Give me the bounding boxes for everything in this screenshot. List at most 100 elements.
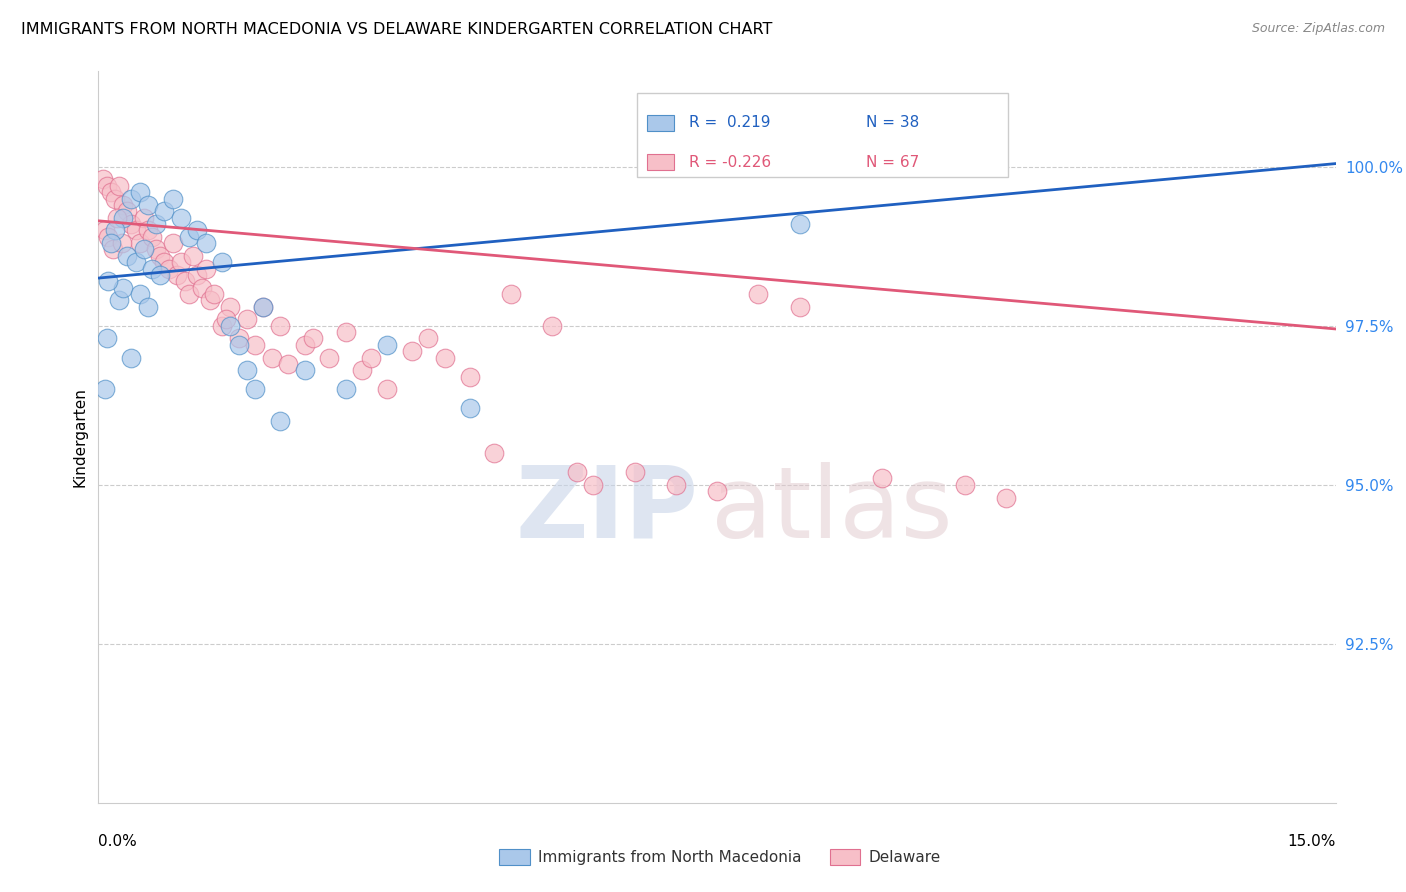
Point <box>186 268 208 282</box>
Point <box>170 255 193 269</box>
Point <box>136 300 159 314</box>
Text: 15.0%: 15.0% <box>1288 834 1336 849</box>
Point <box>128 236 150 251</box>
Point <box>97 229 120 244</box>
Point <box>166 268 188 282</box>
Point <box>94 383 117 397</box>
Point <box>145 217 167 231</box>
Point <box>789 217 811 231</box>
Bar <box>647 154 673 170</box>
Text: Immigrants from North Macedonia: Immigrants from North Macedonia <box>538 850 801 864</box>
Point <box>162 192 184 206</box>
Point <box>994 491 1017 505</box>
Text: R = -0.226: R = -0.226 <box>689 155 770 169</box>
Point <box>91 172 114 186</box>
Point <box>124 255 146 269</box>
Y-axis label: Kindergarten: Kindergarten <box>72 387 87 487</box>
Point <box>360 351 382 365</box>
Point <box>190 280 212 294</box>
Point <box>541 318 564 333</box>
Point <box>194 261 217 276</box>
Point <box>202 287 225 301</box>
Point <box>179 287 201 301</box>
Point <box>260 351 283 365</box>
Point <box>162 236 184 251</box>
Point <box>228 338 250 352</box>
Point <box>318 351 340 365</box>
Point <box>112 211 135 225</box>
Point <box>219 318 242 333</box>
Point <box>103 243 125 257</box>
Point <box>104 192 127 206</box>
Point <box>120 351 142 365</box>
Point <box>128 287 150 301</box>
FancyBboxPatch shape <box>637 94 1008 178</box>
Point <box>277 357 299 371</box>
Point <box>136 223 159 237</box>
Point <box>243 383 266 397</box>
Point <box>236 312 259 326</box>
Point <box>132 243 155 257</box>
Point <box>484 446 506 460</box>
Point <box>96 178 118 193</box>
Point <box>582 477 605 491</box>
Point <box>269 318 291 333</box>
Point <box>236 363 259 377</box>
Point <box>198 293 221 308</box>
Point <box>108 178 131 193</box>
Point <box>219 300 242 314</box>
Point <box>108 293 131 308</box>
Point <box>136 198 159 212</box>
Point <box>112 198 135 212</box>
Point <box>141 261 163 276</box>
Text: Delaware: Delaware <box>869 850 941 864</box>
Point <box>141 229 163 244</box>
Point <box>132 211 155 225</box>
Point <box>179 229 201 244</box>
Point <box>252 300 274 314</box>
Point <box>401 344 423 359</box>
Point <box>120 217 142 231</box>
Point <box>252 300 274 314</box>
Point <box>153 204 176 219</box>
Text: ZIP: ZIP <box>516 462 699 558</box>
Point <box>112 280 135 294</box>
Point <box>870 471 893 485</box>
Point <box>145 243 167 257</box>
Point <box>157 261 180 276</box>
Point <box>335 325 357 339</box>
Point <box>375 383 398 397</box>
Point <box>352 363 374 377</box>
Point <box>120 192 142 206</box>
Point <box>243 338 266 352</box>
Point <box>499 287 522 301</box>
Point <box>211 318 233 333</box>
Text: atlas: atlas <box>711 462 952 558</box>
Point <box>97 274 120 288</box>
Text: 0.0%: 0.0% <box>98 834 138 849</box>
Point <box>294 338 316 352</box>
Point <box>294 363 316 377</box>
Point <box>149 249 172 263</box>
Point <box>104 223 127 237</box>
Point <box>105 211 128 225</box>
Text: IMMIGRANTS FROM NORTH MACEDONIA VS DELAWARE KINDERGARTEN CORRELATION CHART: IMMIGRANTS FROM NORTH MACEDONIA VS DELAW… <box>21 22 772 37</box>
Point <box>124 223 146 237</box>
Point <box>665 477 688 491</box>
Point <box>433 351 456 365</box>
Point <box>747 287 769 301</box>
Point <box>565 465 588 479</box>
Point <box>100 185 122 199</box>
Point <box>211 255 233 269</box>
Point <box>623 465 645 479</box>
Point <box>194 236 217 251</box>
Point <box>375 338 398 352</box>
Point <box>953 477 976 491</box>
Point <box>186 223 208 237</box>
Text: Source: ZipAtlas.com: Source: ZipAtlas.com <box>1251 22 1385 36</box>
Point <box>128 185 150 199</box>
Point <box>117 249 139 263</box>
Point <box>302 331 325 345</box>
Bar <box>647 115 673 131</box>
Point <box>94 223 117 237</box>
